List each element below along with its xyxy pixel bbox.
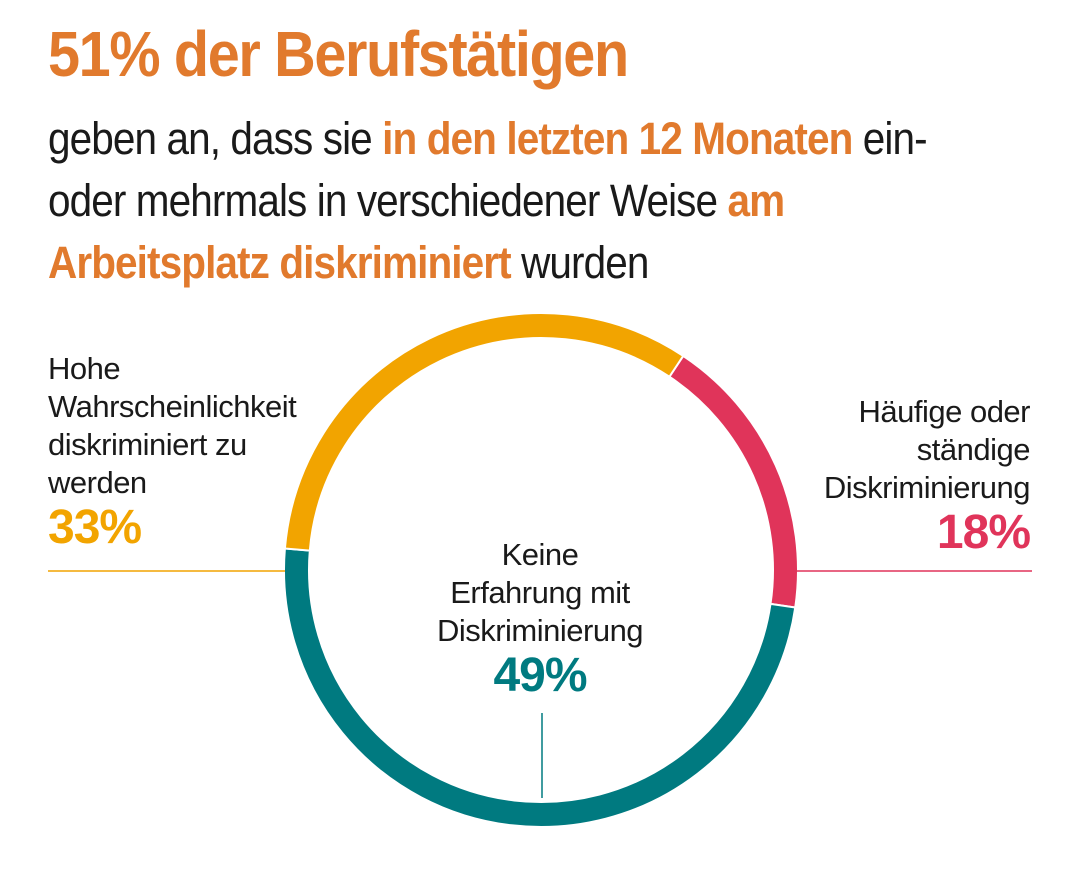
headline: 51% der Berufstätigen: [48, 18, 629, 90]
slice-high-likelihood: [283, 312, 685, 552]
subtitle-highlight: am Arbeitsplatz diskriminiert: [48, 175, 785, 288]
label-line: Diskriminierung: [436, 613, 644, 648]
label-line: Keine: [501, 537, 579, 572]
slice-value-frequent: 18%: [936, 506, 1031, 559]
label-line: werden: [48, 465, 147, 500]
subtitle: geben an, dass sie in den letzten 12 Mon…: [48, 108, 948, 294]
slice-label-frequent: Häufige oder ständige Diskriminierung 18…: [730, 393, 1031, 559]
subtitle-part: wurden: [510, 237, 649, 288]
label-line: Diskriminierung: [823, 470, 1031, 505]
label-line: ständige: [916, 432, 1031, 467]
label-line: Erfahrung mit: [450, 575, 630, 610]
subtitle-part: ein- oder mehrmals in verschiedener Weis…: [48, 113, 928, 226]
slice-value-none: 49%: [493, 649, 587, 702]
label-line: Häufige oder: [858, 394, 1030, 429]
slice-value-high-likelihood: 33%: [48, 501, 142, 554]
subtitle-highlight: in den letzten 12 Monaten: [382, 113, 853, 164]
slice-label-high-likelihood: Hohe Wahrscheinlichkeit diskriminiert zu…: [48, 350, 348, 554]
subtitle-part: geben an, dass sie: [48, 113, 383, 164]
label-line: diskriminiert zu: [48, 427, 247, 462]
label-line: Wahrscheinlichkeit: [48, 389, 297, 424]
slice-label-none: Keine Erfahrung mit Diskriminierung 49%: [390, 536, 690, 702]
donut-slices: [283, 312, 799, 828]
label-line: Hohe: [48, 351, 121, 386]
